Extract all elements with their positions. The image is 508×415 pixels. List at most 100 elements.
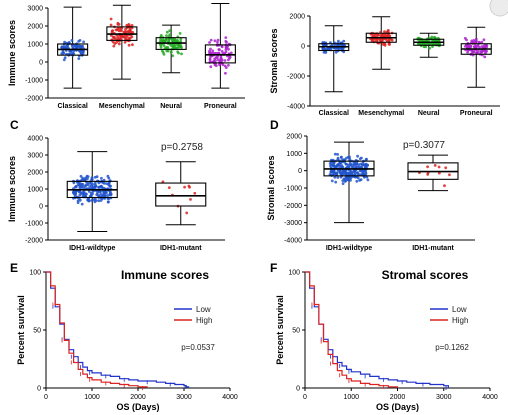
data-point <box>117 29 121 33</box>
data-point <box>342 39 346 43</box>
data-point <box>161 51 165 54</box>
y-tick-label: 2000 <box>289 14 305 21</box>
data-point <box>122 30 126 34</box>
data-point <box>62 58 66 62</box>
p-value-label: p=0.2758 <box>161 142 203 153</box>
data-point <box>334 180 338 184</box>
data-point <box>213 39 217 43</box>
data-point <box>388 43 391 46</box>
corner-mark-icon <box>489 0 508 17</box>
y-tick-label: 2000 <box>27 24 43 31</box>
y-tick-label: -2000 <box>25 238 43 245</box>
data-point <box>388 34 392 38</box>
data-point <box>348 157 352 161</box>
data-point <box>218 63 221 67</box>
data-point <box>77 57 81 60</box>
data-point <box>109 192 113 196</box>
data-point <box>175 38 179 42</box>
data-point <box>333 152 337 156</box>
data-point <box>167 186 171 190</box>
y-tick-label: 4000 <box>27 136 43 143</box>
data-point <box>474 45 478 49</box>
x-tick-label: 2000 <box>390 394 406 401</box>
data-point <box>179 37 183 41</box>
data-point <box>345 156 348 160</box>
data-point <box>185 211 189 215</box>
data-point <box>108 184 112 188</box>
data-point <box>166 49 170 53</box>
category-label: Mesenchymal <box>99 103 145 110</box>
data-point <box>172 46 176 50</box>
data-point <box>418 42 422 46</box>
chart-panel-a: -2000 -1000 0 1000 2000 3000 Immune scores Clas… <box>7 3 245 110</box>
data-point <box>215 51 219 55</box>
data-point <box>336 176 340 179</box>
panel-letter-f: F <box>270 261 277 275</box>
y-tick-label: -1000 <box>284 186 302 193</box>
data-point <box>422 45 426 49</box>
data-point <box>99 184 103 188</box>
data-point <box>366 178 370 182</box>
data-point <box>187 184 191 188</box>
data-point <box>189 198 192 201</box>
data-point <box>130 35 134 39</box>
data-point <box>469 44 473 48</box>
data-point <box>343 43 346 47</box>
data-point <box>73 185 77 189</box>
data-point <box>478 45 481 49</box>
data-point <box>71 45 74 48</box>
data-point <box>216 38 220 42</box>
data-point <box>99 199 103 202</box>
data-point <box>107 176 111 180</box>
y-tick-label: -4000 <box>287 104 305 111</box>
data-point <box>224 36 228 39</box>
data-point <box>336 158 340 162</box>
y-tick-label: 2000 <box>27 170 43 177</box>
data-point <box>77 39 81 43</box>
legend-label: Low <box>196 305 211 314</box>
data-point <box>480 49 484 52</box>
data-point <box>218 48 221 52</box>
x-tick-label: 0 <box>44 394 48 401</box>
data-point <box>433 164 437 167</box>
data-point <box>177 51 180 55</box>
data-point <box>83 178 87 182</box>
category-label: Proneural <box>460 110 493 117</box>
y-tick-label: -1000 <box>25 78 43 85</box>
data-point <box>95 192 99 195</box>
category-label: Proneural <box>204 103 237 110</box>
data-point <box>70 39 74 42</box>
y-tick-label: 1000 <box>27 42 43 49</box>
data-point <box>111 40 115 44</box>
data-point <box>178 32 182 35</box>
y-tick-label: 1000 <box>286 151 302 158</box>
data-point <box>219 55 223 59</box>
data-point <box>127 43 131 47</box>
data-point <box>444 166 448 170</box>
chart-panel-d: -4000 -3000 -2000 -1000 0 1000 2000 Stromal sco… <box>266 134 475 252</box>
data-point <box>211 49 215 53</box>
category-label: Mesenchymal <box>358 110 404 117</box>
data-point <box>358 173 362 176</box>
x-tick-label: 1000 <box>343 394 359 401</box>
data-point <box>346 176 349 179</box>
data-point <box>93 181 97 185</box>
panel-letter-c: C <box>10 118 19 132</box>
data-point <box>349 176 353 180</box>
y-tick-label: 0 <box>39 60 43 67</box>
data-point <box>340 155 343 159</box>
data-point <box>171 54 175 58</box>
data-point <box>90 199 94 202</box>
data-point <box>344 172 348 176</box>
data-point <box>172 43 175 47</box>
x-tick-label: 0 <box>303 394 307 401</box>
data-point <box>229 51 233 55</box>
data-point <box>109 17 113 21</box>
data-point <box>78 186 82 190</box>
y-tick-label: -2000 <box>25 96 43 103</box>
data-point <box>95 175 99 179</box>
data-point <box>62 51 65 55</box>
data-point <box>209 47 212 51</box>
data-point <box>351 165 355 169</box>
legend-label: High <box>452 316 468 325</box>
